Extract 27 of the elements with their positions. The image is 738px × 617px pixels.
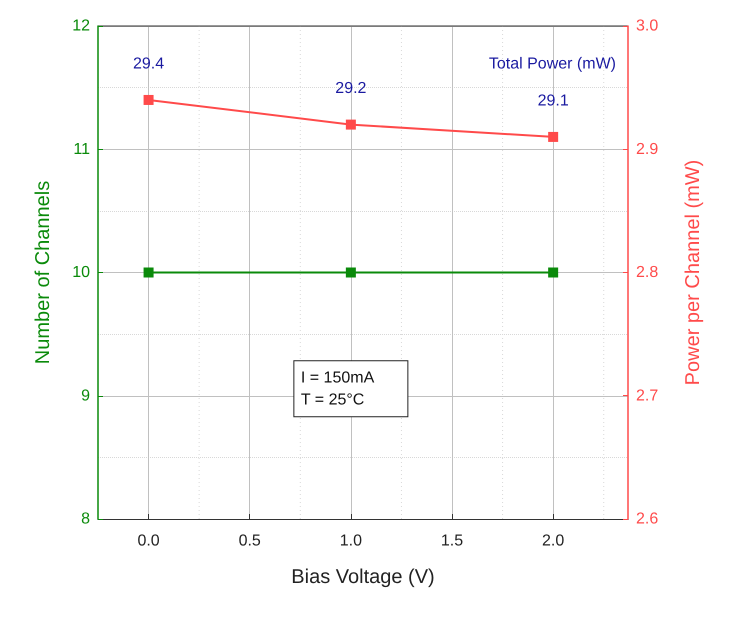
y2-tick-label: 2.7 (636, 387, 658, 404)
x-tick-label: 1.5 (440, 532, 464, 550)
y2-tick-label: 3.0 (636, 18, 658, 34)
x-axis-title: Bias Voltage (V) (291, 566, 435, 588)
y2-tick-label: 2.6 (636, 510, 658, 528)
y-tick-label: 12 (72, 18, 90, 34)
annotation: 29.1 (538, 92, 569, 110)
x-tick-label: 0.0 (137, 532, 160, 550)
point (548, 132, 558, 142)
annotation: T = 25°C (300, 391, 364, 408)
annotation: Total Power (mW) (488, 56, 616, 72)
x-tick-label: 1.0 (340, 532, 362, 550)
annotation: 29.2 (335, 80, 367, 98)
y-tick-label: 10 (72, 264, 90, 281)
annotation: I = 150mA (300, 369, 375, 386)
y2-tick-label: 2.9 (636, 140, 658, 158)
y-tick-label: 9 (81, 387, 90, 404)
point (144, 94, 154, 105)
x-tick-label: 2.0 (542, 532, 564, 550)
y2-tick-label: 2.8 (636, 264, 658, 281)
annotation: 29.4 (133, 55, 164, 72)
y-tick-label: 8 (81, 510, 90, 528)
y2-axis-title: Power per Channel (mW) (682, 160, 704, 386)
y-tick-label: 11 (73, 140, 90, 158)
point (346, 120, 356, 130)
y-axis-title: Number of Channels (32, 180, 54, 364)
x-tick-label: 0.5 (238, 532, 261, 550)
